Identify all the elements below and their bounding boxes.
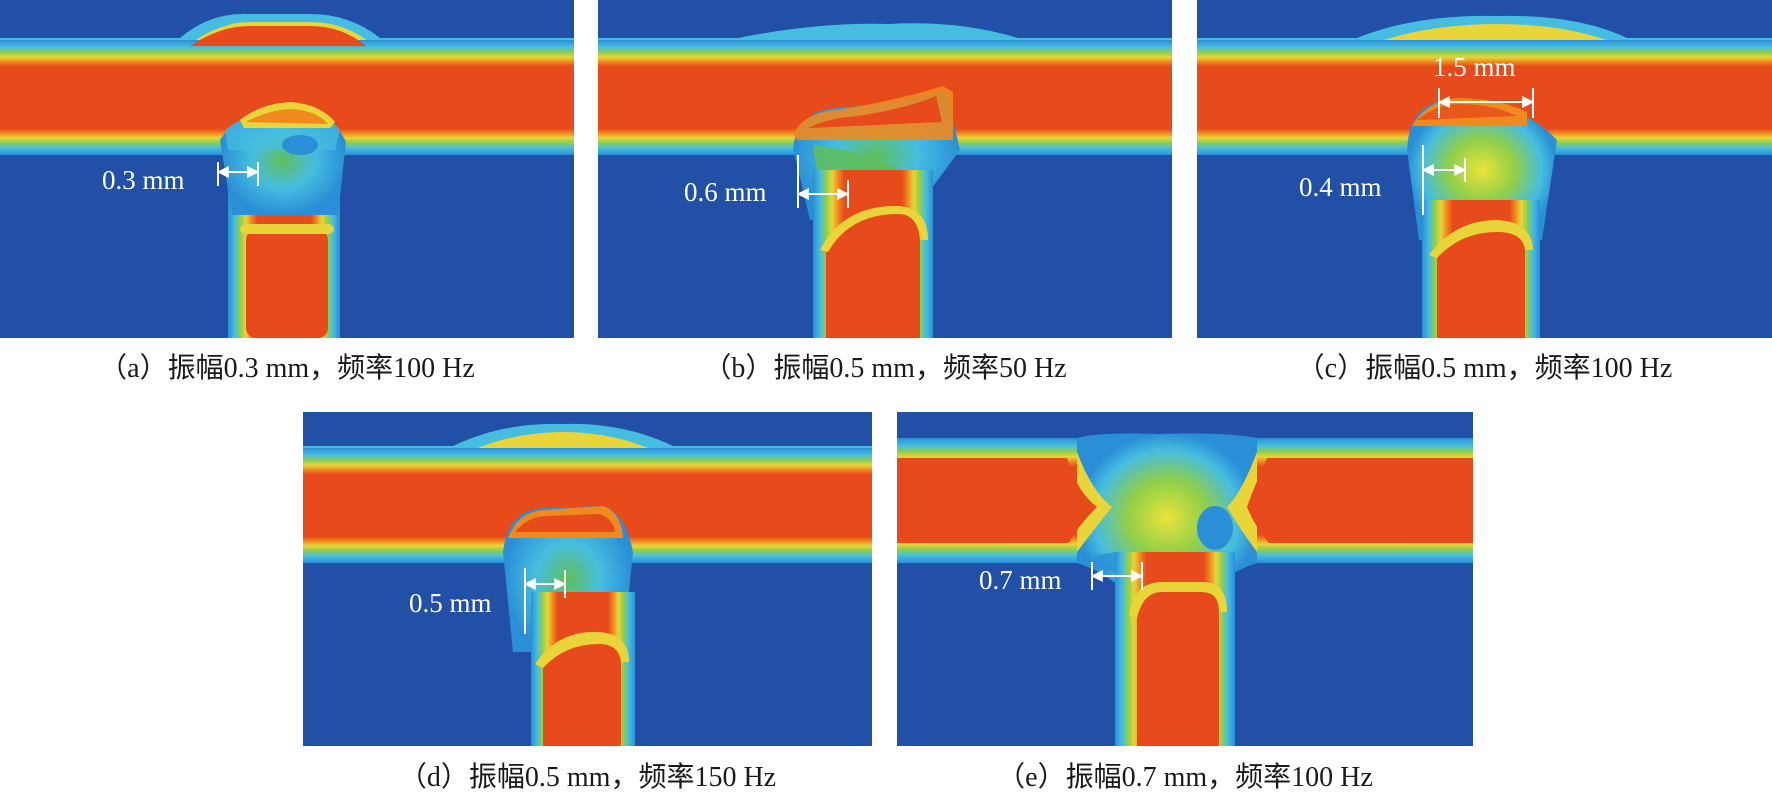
panel-e-image: 0.7 mm — [897, 412, 1473, 746]
panel-e-measure-label: 0.7 mm — [979, 565, 1062, 595]
panel-c-image: 1.5 mm 0.4 mm — [1197, 0, 1772, 338]
panel-b-image: 0.6 mm — [598, 0, 1172, 338]
panel-d-caption: （d）振幅0.5 mm，频率150 Hz — [398, 762, 777, 793]
panel-d-image: 0.5 mm — [303, 412, 872, 746]
panel-d-measure-label: 0.5 mm — [409, 588, 492, 618]
panel-b-caption: （b）振幅0.5 mm，频率50 Hz — [703, 353, 1067, 384]
panel-b-measure-label: 0.6 mm — [684, 177, 767, 207]
panel-a-measure-label: 0.3 mm — [102, 165, 185, 195]
panel-c-caption: （c）振幅0.5 mm，频率100 Hz — [1296, 353, 1673, 384]
panel-e-caption: （e）振幅0.7 mm，频率100 Hz — [997, 762, 1373, 793]
panel-a-caption: （a）振幅0.3 mm，频率100 Hz — [99, 353, 475, 384]
panel-a-image: 0.3 mm — [0, 0, 574, 338]
panel-c-measure-label: 0.4 mm — [1299, 172, 1382, 202]
panel-c-measure2-label: 1.5 mm — [1433, 52, 1516, 82]
